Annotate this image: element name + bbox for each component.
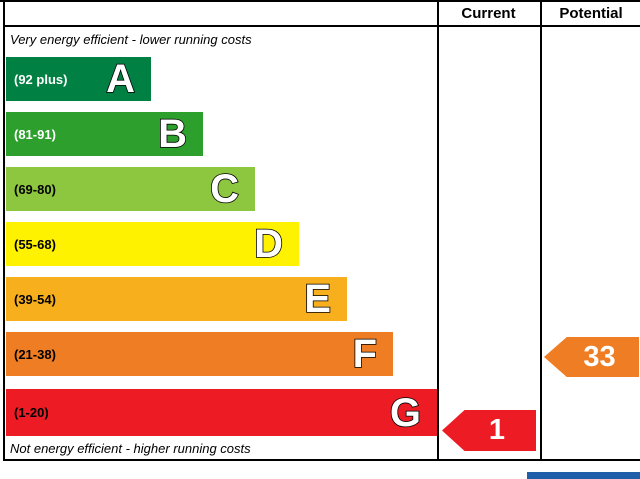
current-rating-value: 1 <box>488 414 506 446</box>
bottom-border <box>3 459 640 461</box>
band-range-label: (55-68) <box>14 236 56 252</box>
band-letter: G <box>389 390 422 435</box>
band-letter: C <box>209 167 239 211</box>
current-rating-arrow: 1 <box>442 410 536 451</box>
potential-column-header: Potential <box>559 5 623 22</box>
epc-band-b: (81-91) B <box>6 112 203 156</box>
band-range-label: (92 plus) <box>14 71 68 87</box>
band-range-label: (39-54) <box>14 291 56 307</box>
epc-band-d: (55-68) D <box>6 222 299 266</box>
band-letter: B <box>157 112 187 156</box>
potential-rating-value: 33 <box>583 340 616 373</box>
epc-band-e: (39-54) E <box>6 277 347 321</box>
top-efficiency-note: Very energy efficient - lower running co… <box>10 32 252 47</box>
bottom-efficiency-note: Not energy efficient - higher running co… <box>10 441 251 456</box>
band-range-label: (1-20) <box>14 405 49 420</box>
potential-rating-arrow: 33 <box>544 337 639 377</box>
band-range-label: (21-38) <box>14 346 56 362</box>
epc-band-f: (21-38) F <box>6 332 393 376</box>
band-letter: F <box>352 332 378 376</box>
band-range-label: (69-80) <box>14 181 56 197</box>
footer-accent-strip <box>527 472 640 479</box>
band-range-label: (81-91) <box>14 126 56 142</box>
current-column-header: Current <box>461 5 516 22</box>
band-letter: D <box>253 222 283 266</box>
top-border <box>0 0 640 2</box>
band-letter: E <box>304 277 332 321</box>
epc-band-g: (1-20) G <box>6 389 437 436</box>
epc-band-a: (92 plus) A <box>6 57 151 101</box>
potential-column-divider <box>540 0 542 461</box>
current-column-divider <box>437 0 439 461</box>
epc-band-c: (69-80) C <box>6 167 255 211</box>
header-underline <box>3 25 640 27</box>
left-border <box>3 0 5 461</box>
band-letter: A <box>105 57 135 101</box>
